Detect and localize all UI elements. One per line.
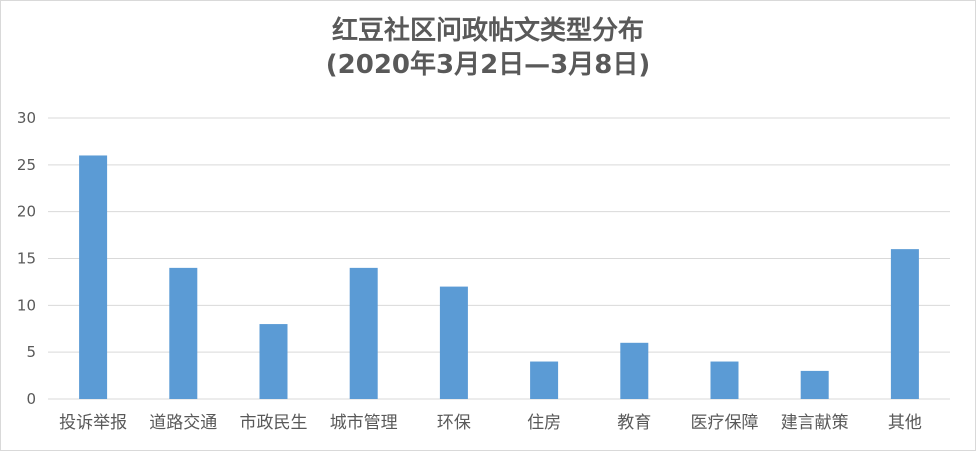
bar: [259, 324, 288, 399]
bars: [79, 155, 919, 399]
x-tick-label: 医疗保障: [691, 413, 759, 433]
chart-title-line1: 红豆社区问政帖文类型分布: [331, 16, 644, 46]
y-tick-label: 20: [17, 203, 36, 221]
y-axis-ticks: 0 5 10 15 20 25 30: [17, 109, 36, 408]
x-tick-label: 教育: [617, 413, 651, 433]
x-tick-label: 市政民生: [240, 413, 308, 433]
y-tick-label: 10: [17, 296, 36, 314]
bar: [800, 370, 829, 399]
x-axis-ticks: 投诉举报 道路交通 市政民生 城市管理 环保 住房 教育 医疗保障 建言献策 其他: [59, 413, 922, 433]
bar: [79, 155, 108, 399]
bar: [530, 361, 559, 399]
x-tick-label: 投诉举报: [59, 413, 127, 433]
chart-title-line2: (2020年3月2日—3月8日): [325, 50, 651, 80]
y-tick-label: 25: [17, 156, 36, 174]
y-tick-label: 5: [26, 343, 36, 361]
y-tick-label: 15: [17, 250, 36, 268]
x-tick-label: 城市管理: [330, 413, 398, 433]
bar: [169, 267, 198, 399]
y-tick-label: 0: [26, 390, 36, 408]
chart-title: 红豆社区问政帖文类型分布 (2020年3月2日—3月8日): [0, 14, 976, 82]
bar: [439, 286, 468, 399]
x-tick-label: 道路交通: [149, 413, 217, 433]
gridlines: [48, 117, 950, 400]
y-tick-label: 30: [17, 109, 36, 127]
x-tick-label: 住房: [527, 413, 561, 433]
bar: [710, 361, 739, 399]
x-tick-label: 环保: [437, 413, 471, 433]
x-tick-label: 建言献策: [781, 413, 849, 433]
bar: [620, 342, 649, 399]
bar: [890, 249, 919, 399]
x-tick-label: 其他: [888, 413, 922, 433]
bar: [349, 267, 378, 399]
